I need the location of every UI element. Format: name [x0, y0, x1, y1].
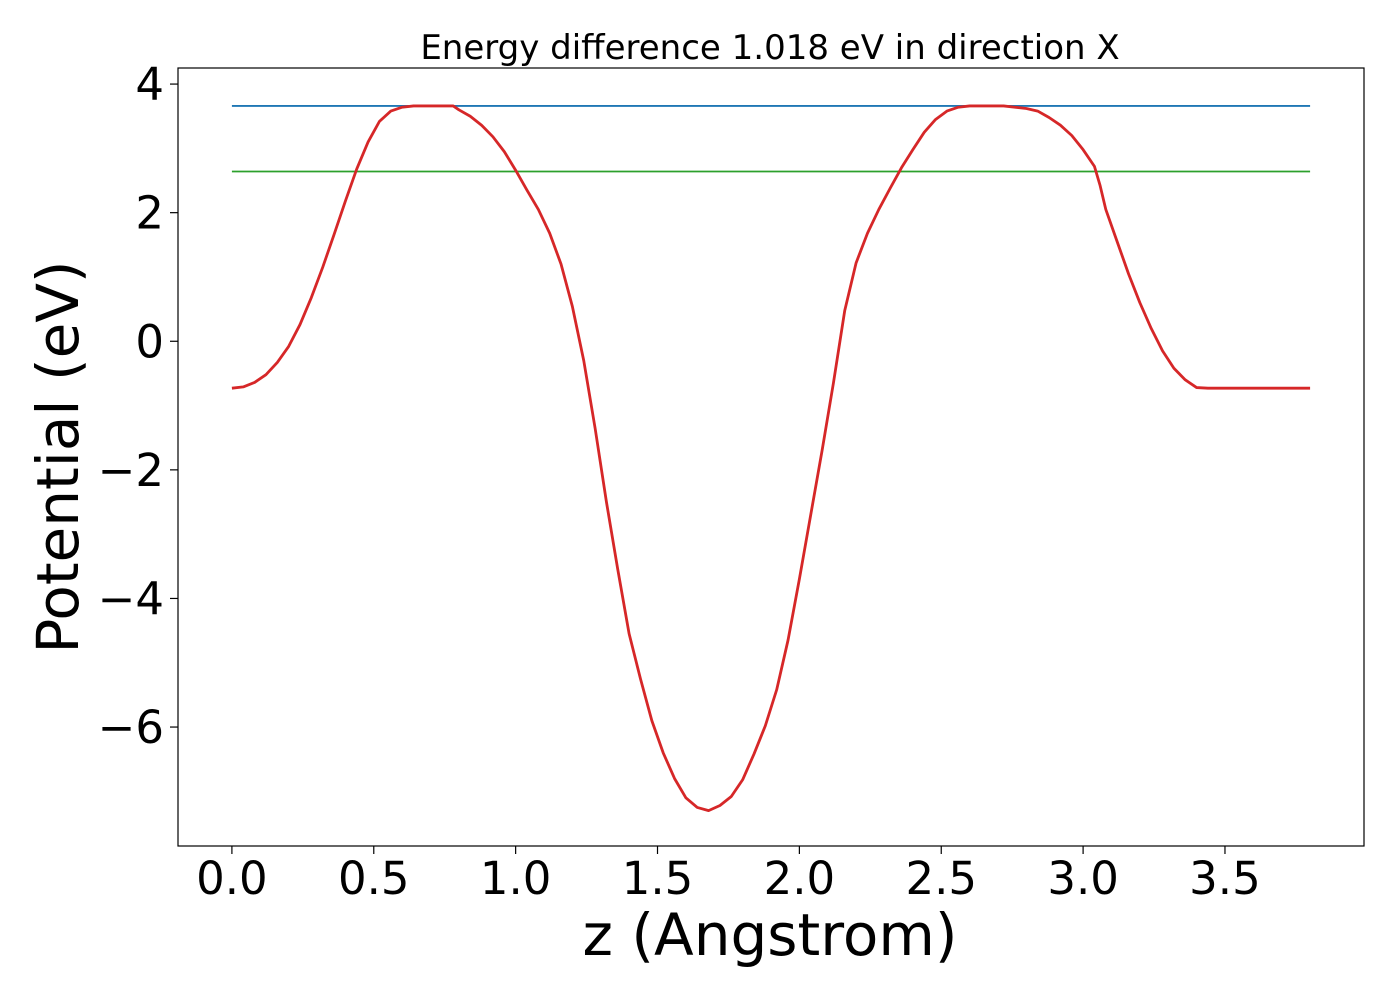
potential-curve	[231, 104, 1311, 813]
y-tick-label: −6	[98, 701, 164, 754]
x-tick-label: 3.5	[1189, 852, 1261, 905]
y-tick-label: 0	[135, 315, 164, 368]
x-tick-label: 2.0	[764, 852, 836, 905]
y-tick-label: 4	[135, 58, 164, 111]
chart-title: Energy difference 1.018 eV in direction …	[420, 28, 1119, 68]
y-tick-label: 2	[135, 187, 164, 240]
y-tick-label: −2	[98, 444, 164, 497]
x-tick-label: 0.0	[196, 852, 268, 905]
x-axis-label: z (Angstrom)	[583, 901, 958, 969]
y-axis-label: Potential (eV)	[24, 260, 92, 653]
x-tick-label: 2.5	[905, 852, 977, 905]
x-tick-label: 3.0	[1047, 852, 1119, 905]
y-axis: 4 2 0 −2 −4 −6	[98, 58, 178, 754]
x-tick-label: 1.0	[480, 852, 552, 905]
plot-frame	[177, 67, 1365, 847]
series-layer	[231, 104, 1311, 813]
x-tick-label: 0.5	[338, 852, 410, 905]
y-tick-label: −4	[98, 572, 164, 625]
x-tick-label: 1.5	[622, 852, 694, 905]
x-axis: 0.0 0.5 1.0 1.5 2.0 2.5 3.0 3.5	[196, 846, 1261, 905]
